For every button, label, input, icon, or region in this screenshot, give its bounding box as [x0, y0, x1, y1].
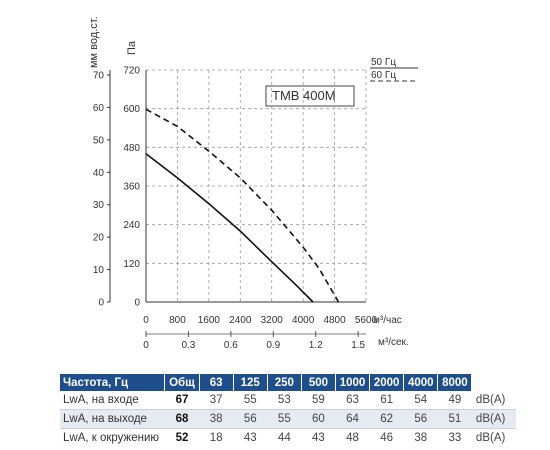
row-value: 18 — [209, 432, 223, 444]
y-left-unit-label: мм вод.ст. — [88, 16, 100, 68]
header-cell: Общ — [164, 374, 200, 391]
y-pa-tick-label: 120 — [123, 259, 140, 270]
x-bottom-tick-label: 0.9 — [266, 340, 280, 351]
x-top-tick-label: 800 — [169, 315, 186, 326]
row-value: 63 — [335, 391, 370, 410]
row-value: 51 — [437, 409, 472, 429]
row-name: LwA, к окружению — [63, 432, 160, 444]
row-value: 38 — [414, 432, 428, 444]
x-bottom-tick-label: 0.3 — [181, 340, 195, 351]
row-name: LwA, на входе — [60, 391, 165, 410]
y-pa-tick-label: 0 — [134, 298, 140, 309]
header-cell: 2000 — [369, 374, 405, 391]
labels: мм вод.ст. Па м³/час м³/сек. ТМВ 400М — [88, 16, 409, 348]
table-body: LwA, на входе 67 37 55 53 59 63 61 54 49 dB(A) LwA,… — [60, 391, 516, 447]
row-total: 67 — [164, 391, 200, 410]
table-row: LwA, к окружению 52 18 43 44 43 48 46 38 33 dB(A) — [60, 429, 516, 448]
row-value: 62 — [369, 409, 404, 429]
header-frequency: Частота, Гц — [60, 374, 166, 391]
x-bottom-unit-label: м³/сек. — [378, 337, 409, 348]
x-bottom-tick-label: 0 — [143, 340, 149, 351]
header-cell: 4000 — [403, 374, 439, 391]
header-cell: 250 — [267, 374, 302, 391]
x-top-unit-label: м³/час — [373, 315, 402, 326]
row-value: 44 — [277, 432, 291, 444]
row-value: 49 — [437, 391, 472, 410]
row-value: 55 — [267, 409, 302, 429]
y-pa-tick-label: 240 — [123, 220, 140, 231]
y-left-tick-label: 70 — [93, 71, 105, 82]
y-pa-unit-label: Па — [126, 40, 138, 55]
row-unit: dB(A) — [475, 432, 506, 444]
grid — [145, 69, 367, 303]
y-left-tick-label: 10 — [93, 265, 105, 276]
y-left-tick-label: 50 — [93, 135, 105, 146]
row-value: 56 — [403, 409, 438, 429]
legend: 50 Гц 60 Гц — [370, 57, 418, 82]
model-label: ТМВ 400М — [272, 88, 336, 103]
x-bottom-tick-label: 0.6 — [224, 340, 238, 351]
model-label-box — [265, 85, 355, 107]
header-cell: 500 — [301, 374, 336, 391]
row-value: 46 — [380, 432, 394, 444]
header-cell: 125 — [233, 374, 268, 391]
row-value: 64 — [335, 409, 370, 429]
row-unit: dB(A) — [471, 409, 516, 429]
row-name: LwA, на выходе — [60, 409, 165, 429]
legend-label: 50 Гц — [371, 57, 396, 68]
table-row: LwA, на входе 67 37 55 53 59 63 61 54 49 dB(A) — [60, 391, 516, 410]
fan-performance-chart: 0 10 20 30 40 50 60 70 0 120 240 360 480 600 720 0 800 16… — [88, 16, 418, 352]
row-total: 52 — [175, 432, 189, 444]
header-cell: 8000 — [437, 374, 473, 391]
x-top-tick-label: 4000 — [292, 315, 315, 326]
row-total: 68 — [164, 409, 200, 429]
y-pa-tick-label: 360 — [123, 182, 140, 193]
y-left-tick-label: 40 — [93, 168, 105, 179]
x-top-tick-label: 4800 — [323, 315, 346, 326]
row-value: 48 — [346, 432, 359, 444]
table-header-row: Частота, Гц Общ 63 125 250 500 1000 2000 4000 800… — [60, 374, 516, 391]
x-top-tick-label: 5600 — [355, 315, 378, 326]
y-left-tick-label: 30 — [93, 200, 105, 211]
row-value: 55 — [233, 391, 268, 410]
noise-table: Частота, Гц Общ 63 125 250 500 1000 2000 4000 800… — [60, 374, 516, 447]
legend-label: 60 Гц — [371, 70, 396, 81]
x-top-tick-label: 0 — [143, 315, 149, 326]
row-value: 37 — [199, 391, 234, 410]
header-cell: 63 — [199, 374, 234, 391]
axes: 0 10 20 30 40 50 60 70 0 120 240 360 480 600 720 0 800 16… — [93, 66, 378, 352]
x-top-tick-label: 1600 — [198, 315, 221, 326]
row-value: 53 — [267, 391, 302, 410]
header-cell — [471, 374, 516, 391]
curve-60hz — [145, 108, 340, 303]
row-value: 43 — [312, 432, 325, 444]
curve-50hz — [145, 153, 314, 303]
y-left-tick-label: 20 — [93, 233, 105, 244]
y-pa-tick-label: 480 — [123, 143, 140, 154]
table-row: LwA, на выходе 68 38 56 55 60 64 62 56 51 dB(A) — [60, 409, 516, 429]
x-top-tick-label: 3200 — [261, 315, 284, 326]
y-left-tick-label: 0 — [98, 298, 104, 309]
row-value: 38 — [199, 409, 234, 429]
row-unit: dB(A) — [471, 391, 516, 410]
row-value: 56 — [233, 409, 268, 429]
y-pa-tick-label: 600 — [123, 104, 140, 115]
header-cell: 1000 — [335, 374, 371, 391]
x-bottom-tick-label: 1.2 — [309, 340, 323, 351]
row-value: 33 — [448, 432, 462, 444]
x-bottom-tick-label: 1.5 — [351, 340, 365, 351]
curves — [145, 108, 340, 303]
row-value: 54 — [403, 391, 438, 410]
row-value: 61 — [369, 391, 404, 410]
row-value: 60 — [301, 409, 336, 429]
y-pa-tick-label: 720 — [123, 66, 140, 77]
row-value: 43 — [243, 432, 257, 444]
y-left-tick-label: 60 — [93, 103, 105, 114]
x-top-tick-label: 2400 — [229, 315, 252, 326]
row-value: 59 — [301, 391, 336, 410]
